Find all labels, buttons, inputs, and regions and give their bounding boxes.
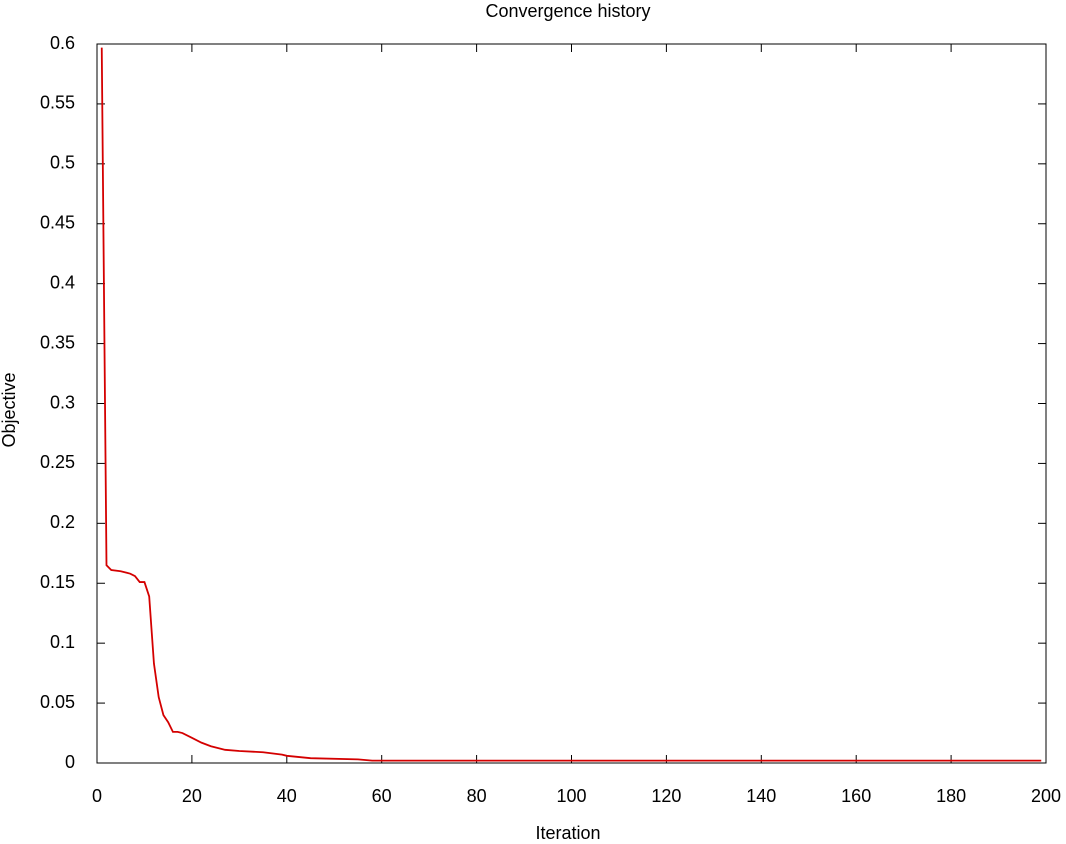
y-tick-label: 0.6 [50,33,75,53]
x-tick-label: 140 [746,786,776,806]
plot-frame [96,43,1047,764]
y-tick-label: 0.35 [40,332,75,352]
x-tick-label: 160 [841,786,871,806]
y-tick-label: 0.3 [50,392,75,412]
y-tick-label: 0.05 [40,692,75,712]
y-tick-label: 0.15 [40,572,75,592]
y-axis-label: Objective [0,372,19,447]
y-tick-label: 0.55 [40,93,75,113]
x-tick-label: 60 [372,786,392,806]
y-tick-label: 0.5 [50,153,75,173]
y-tick-label: 0.4 [50,272,75,292]
y-tick-label: 0.2 [50,512,75,532]
y-tick-label: 0.45 [40,213,75,233]
x-tick-label: 180 [936,786,966,806]
y-tick-label: 0.1 [50,632,75,652]
x-tick-label: 80 [467,786,487,806]
y-tick-label: 0.25 [40,452,75,472]
x-tick-label: 20 [182,786,202,806]
x-tick-label: 120 [651,786,681,806]
x-axis-label: Iteration [535,823,600,843]
x-tick-label: 100 [556,786,586,806]
x-tick-label: 40 [277,786,297,806]
x-tick-label: 200 [1031,786,1061,806]
line-series [100,47,1042,762]
chart-title: Convergence history [485,1,650,21]
x-tick-label: 0 [92,786,102,806]
y-tick-label: 0 [65,752,75,772]
